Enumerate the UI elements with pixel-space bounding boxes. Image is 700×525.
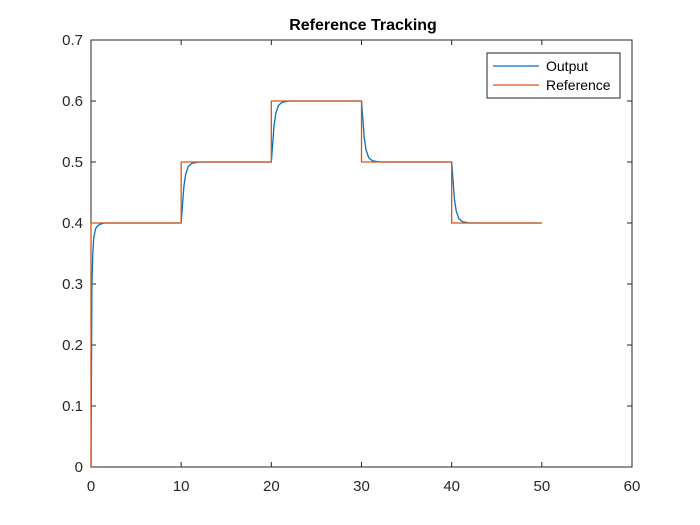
y-tick-label: 0 bbox=[75, 459, 83, 476]
y-tick-label: 0.5 bbox=[62, 154, 83, 171]
series-line-output bbox=[90, 100, 542, 468]
y-tick-label: 0.2 bbox=[62, 337, 83, 354]
y-tick-label: 0.6 bbox=[62, 93, 83, 110]
legend-box bbox=[486, 52, 621, 99]
x-tick-label: 0 bbox=[87, 478, 95, 495]
legend-label-output: Output bbox=[546, 58, 588, 74]
x-tick-label: 50 bbox=[533, 478, 550, 495]
y-tick-label: 0.4 bbox=[62, 215, 83, 232]
x-tick-label: 20 bbox=[263, 478, 280, 495]
x-tick-label: 30 bbox=[353, 478, 370, 495]
legend: Output Reference bbox=[486, 52, 621, 99]
plot-area: 0 10 20 30 40 50 60 0 0.1 0.2 0.3 0.4 0.5 0.6 0.7 bbox=[62, 32, 640, 495]
x-tick-label: 40 bbox=[443, 478, 460, 495]
series-line-reference bbox=[90, 100, 542, 467]
legend-label-reference: Reference bbox=[546, 77, 611, 93]
y-tick-label: 0.7 bbox=[62, 32, 83, 49]
y-tick-label: 0.3 bbox=[62, 276, 83, 293]
x-tick-label: 10 bbox=[173, 478, 190, 495]
y-tick-label: 0.1 bbox=[62, 398, 83, 415]
x-tick-label: 60 bbox=[624, 478, 641, 495]
chart-title: Reference Tracking bbox=[289, 17, 437, 34]
